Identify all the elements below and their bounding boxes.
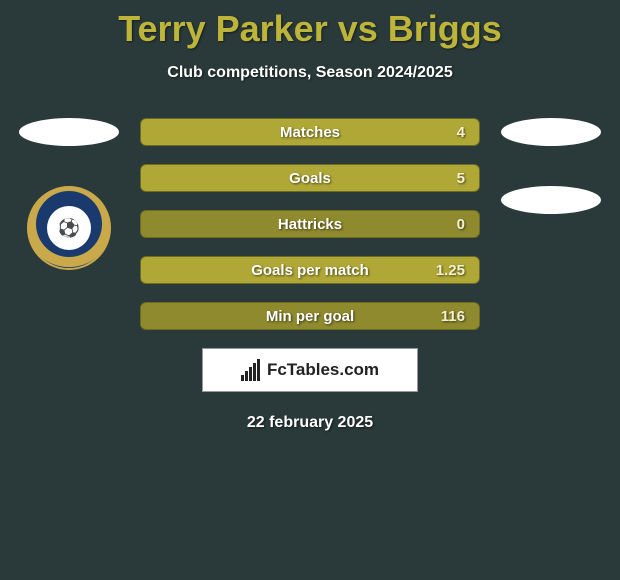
left-player-column: ⚽	[4, 118, 134, 330]
stat-row-goals: Goals 5	[140, 164, 480, 192]
stat-value: 0	[457, 216, 465, 233]
brand-chart-icon	[241, 359, 263, 381]
stat-row-matches: Matches 4	[140, 118, 480, 146]
content-row: ⚽ Matches 4 Goals 5 Hattricks 0 Goals pe…	[0, 118, 620, 330]
stat-label: Min per goal	[266, 308, 354, 325]
club-badge-right-placeholder	[501, 186, 601, 214]
comparison-widget: Terry Parker vs Briggs Club competitions…	[0, 0, 620, 432]
player-avatar-left	[19, 118, 119, 146]
stat-label: Goals	[289, 170, 331, 187]
stat-value: 4	[457, 124, 465, 141]
stat-value: 116	[441, 308, 465, 325]
stat-label: Hattricks	[278, 216, 342, 233]
brand-link[interactable]: FcTables.com	[202, 348, 418, 392]
stat-row-min-per-goal: Min per goal 116	[140, 302, 480, 330]
stat-row-hattricks: Hattricks 0	[140, 210, 480, 238]
stat-value: 1.25	[436, 262, 465, 279]
right-player-column	[486, 118, 616, 330]
stat-value: 5	[457, 170, 465, 187]
player-avatar-right	[501, 118, 601, 146]
stat-label: Matches	[280, 124, 340, 141]
club-badge-left: ⚽	[27, 186, 111, 270]
brand-text: FcTables.com	[267, 360, 379, 380]
stat-label: Goals per match	[251, 262, 369, 279]
page-title: Terry Parker vs Briggs	[118, 8, 502, 50]
date-label: 22 february 2025	[247, 414, 373, 432]
club-badge-icon: ⚽	[47, 206, 91, 250]
subtitle: Club competitions, Season 2024/2025	[167, 64, 452, 82]
stat-row-goals-per-match: Goals per match 1.25	[140, 256, 480, 284]
stats-column: Matches 4 Goals 5 Hattricks 0 Goals per …	[134, 118, 486, 330]
